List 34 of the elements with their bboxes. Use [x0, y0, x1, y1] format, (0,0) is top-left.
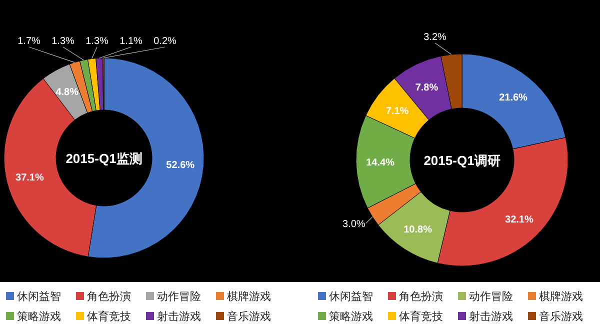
data-label: 1.3% — [86, 36, 109, 47]
legend-label: 策略游戏 — [329, 310, 373, 323]
legend-label: 休闲益智 — [17, 291, 61, 303]
data-label: 1.1% — [120, 36, 143, 47]
legend-label: 休闲益智 — [329, 291, 373, 303]
legend-label: 棋牌游戏 — [539, 290, 583, 303]
data-label: 14.4% — [366, 158, 395, 169]
legend-label: 策略游戏 — [17, 310, 61, 323]
data-label: 0.2% — [154, 36, 177, 47]
data-label: 32.1% — [505, 214, 534, 226]
data-label: 52.6% — [166, 160, 195, 172]
legend-label: 体育竞技 — [399, 310, 443, 323]
legend-label: 角色扮演 — [87, 290, 131, 303]
legend-label: 体育竞技 — [87, 310, 131, 323]
data-label: 1.3% — [52, 36, 75, 47]
data-label: 1.7% — [18, 36, 41, 47]
legend-label: 角色扮演 — [399, 290, 443, 303]
data-label: 10.8% — [404, 224, 432, 236]
legend-label: 音乐游戏 — [539, 310, 583, 323]
data-label: 21.6% — [499, 92, 528, 104]
legend-label: 棋牌游戏 — [227, 290, 271, 303]
text: 2015-Q1调研 — [424, 153, 500, 168]
legend-label: 射击游戏 — [469, 310, 513, 323]
data-label: 37.1% — [16, 172, 44, 184]
data-label: 7.1% — [386, 106, 409, 118]
data-label: 7.8% — [415, 82, 438, 94]
data-label: 4.8% — [56, 86, 79, 98]
legend-label: 动作冒险 — [157, 291, 201, 303]
legend-label: 射击游戏 — [157, 310, 201, 323]
text: 2015-Q1监测 — [66, 151, 142, 166]
legend-label: 动作冒险 — [469, 291, 513, 303]
data-label: 3.0% — [342, 219, 366, 230]
legend-label: 音乐游戏 — [227, 310, 271, 323]
data-label: 3.2% — [424, 32, 447, 43]
